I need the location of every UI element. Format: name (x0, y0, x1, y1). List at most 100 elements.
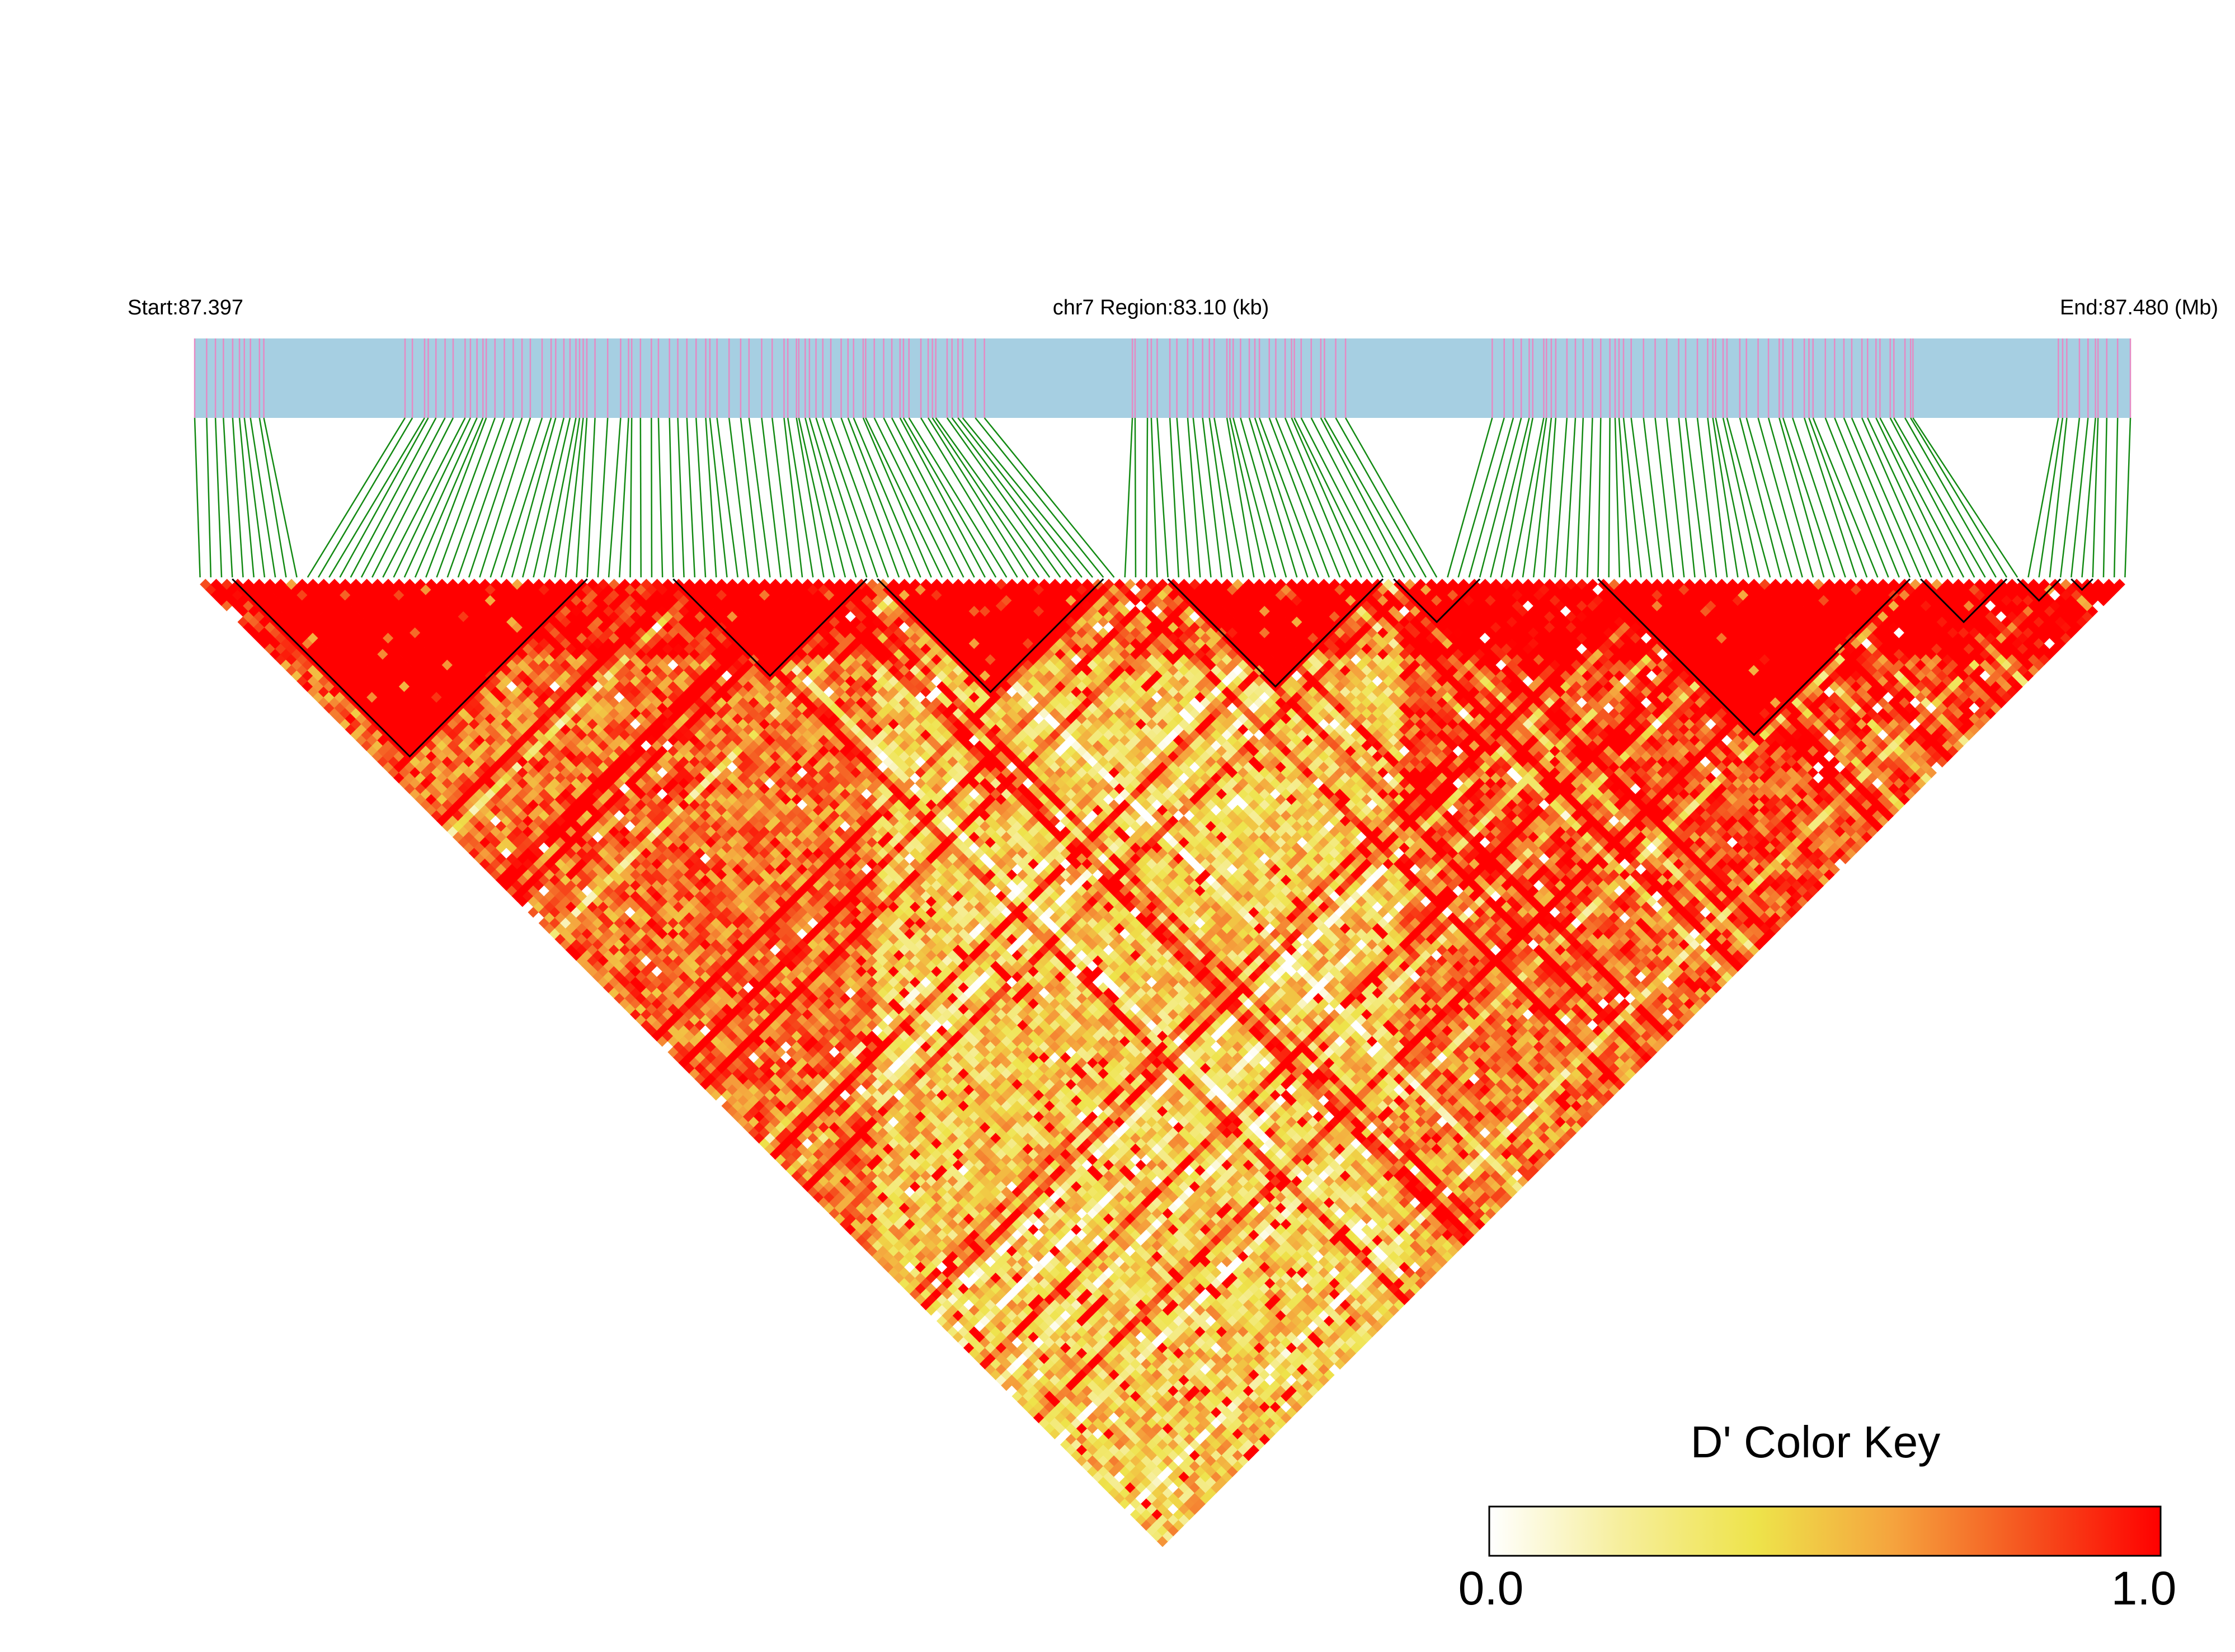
snp-connector (468, 417, 523, 578)
snp-connector (1757, 417, 1803, 578)
snp-connector (1291, 417, 1362, 578)
snp-connector (1124, 417, 1133, 578)
snp-connector (975, 417, 1104, 578)
snp-connector (1240, 417, 1287, 578)
snp-connector (798, 417, 835, 578)
snp-position-ticks (194, 338, 2132, 418)
snp-connector (629, 417, 633, 578)
snp-connector (1268, 417, 1330, 578)
snp-connector (1310, 417, 1395, 578)
snp-connector (554, 417, 581, 578)
snp-connector (830, 417, 890, 578)
snp-connector (946, 417, 1061, 578)
snp-connector (796, 417, 825, 578)
snp-connector (500, 417, 552, 578)
snp-connector (619, 417, 629, 578)
snp-connector (902, 417, 997, 578)
snp-connector (669, 417, 674, 578)
snp-connector (1643, 417, 1664, 578)
snp-connector (1187, 417, 1201, 578)
snp-connector (382, 417, 466, 578)
snp-connector (771, 417, 793, 578)
snp-connector (873, 417, 954, 578)
snp-connector (263, 417, 298, 578)
region-start-label: Start:87.397 (128, 296, 243, 319)
snp-connector (853, 417, 921, 578)
snp-connector (511, 417, 557, 578)
snp-connector (1843, 417, 1911, 578)
snp-connector (238, 417, 255, 578)
snp-connector (206, 417, 212, 578)
snp-connector (931, 417, 1039, 578)
snp-connector (414, 417, 484, 578)
snp-connector (1293, 417, 1373, 578)
snp-connector (677, 417, 685, 578)
snp-connector (651, 417, 653, 578)
snp-connector (935, 417, 1051, 578)
snp-connector (2124, 417, 2132, 578)
snp-connector (1229, 417, 1265, 578)
snp-connector (709, 417, 728, 578)
snp-connector (1258, 417, 1319, 578)
snp-connector (479, 417, 531, 578)
snp-connector (1665, 417, 1685, 578)
snp-connector (1867, 417, 1943, 578)
snp-connector (1544, 417, 1557, 578)
snp-connector (1715, 417, 1749, 578)
snp-connector (1284, 417, 1352, 578)
snp-connector (1851, 417, 1922, 578)
snp-connector (1893, 417, 1986, 578)
snp-connector (862, 417, 932, 578)
snp-connector (865, 417, 943, 578)
snp-connector (597, 417, 609, 578)
snp-connector (328, 417, 426, 578)
snp-connector (1345, 417, 1438, 578)
snp-connector (1468, 417, 1514, 578)
snp-connector (899, 417, 986, 578)
snp-connector (984, 417, 1115, 578)
snp-connector (1150, 417, 1158, 578)
snp-connector (1745, 417, 1792, 578)
snp-connector (2038, 417, 2064, 578)
snp-connector (1511, 417, 1545, 578)
snp-connector (1778, 417, 1825, 578)
snp-connector (847, 417, 911, 578)
snp-connector (457, 417, 514, 578)
snp-connector (1320, 417, 1405, 578)
snp-connector (808, 417, 857, 578)
snp-connector (1685, 417, 1706, 578)
snp-connector (2059, 417, 2081, 578)
snp-connector-lines (194, 417, 2132, 578)
snp-connector (1213, 417, 1244, 578)
snp-connector (1654, 417, 1674, 578)
snp-connector (1812, 417, 1879, 578)
snp-connector (232, 417, 244, 578)
snp-connector (1254, 417, 1309, 578)
snp-connector (1532, 417, 1552, 578)
snp-connector (1176, 417, 1191, 578)
snp-connector (1792, 417, 1846, 578)
snp-connector (1587, 417, 1593, 578)
snp-connector (1248, 417, 1298, 578)
snp-connector (815, 417, 868, 578)
snp-connector (393, 417, 472, 578)
snp-connector (1335, 417, 1427, 578)
snp-connector (1726, 417, 1771, 578)
snp-connector (1565, 417, 1577, 578)
snp-connector (2092, 417, 2099, 578)
snp-connector (1522, 417, 1547, 578)
snp-connector (223, 417, 233, 578)
snp-connector (1457, 417, 1505, 578)
snp-connector (339, 417, 429, 578)
snp-connector (920, 417, 1018, 578)
snp-connector (194, 417, 201, 578)
snp-connector (576, 417, 588, 578)
snp-connector (1879, 417, 1965, 578)
snp-connector (1707, 417, 1728, 578)
snp-connector (1861, 417, 1932, 578)
snp-connector (446, 417, 505, 578)
snp-connector (1722, 417, 1761, 578)
snp-connector (787, 417, 814, 578)
region-end-label: End:87.480 (Mb) (2060, 296, 2218, 319)
snp-connector (403, 417, 478, 578)
